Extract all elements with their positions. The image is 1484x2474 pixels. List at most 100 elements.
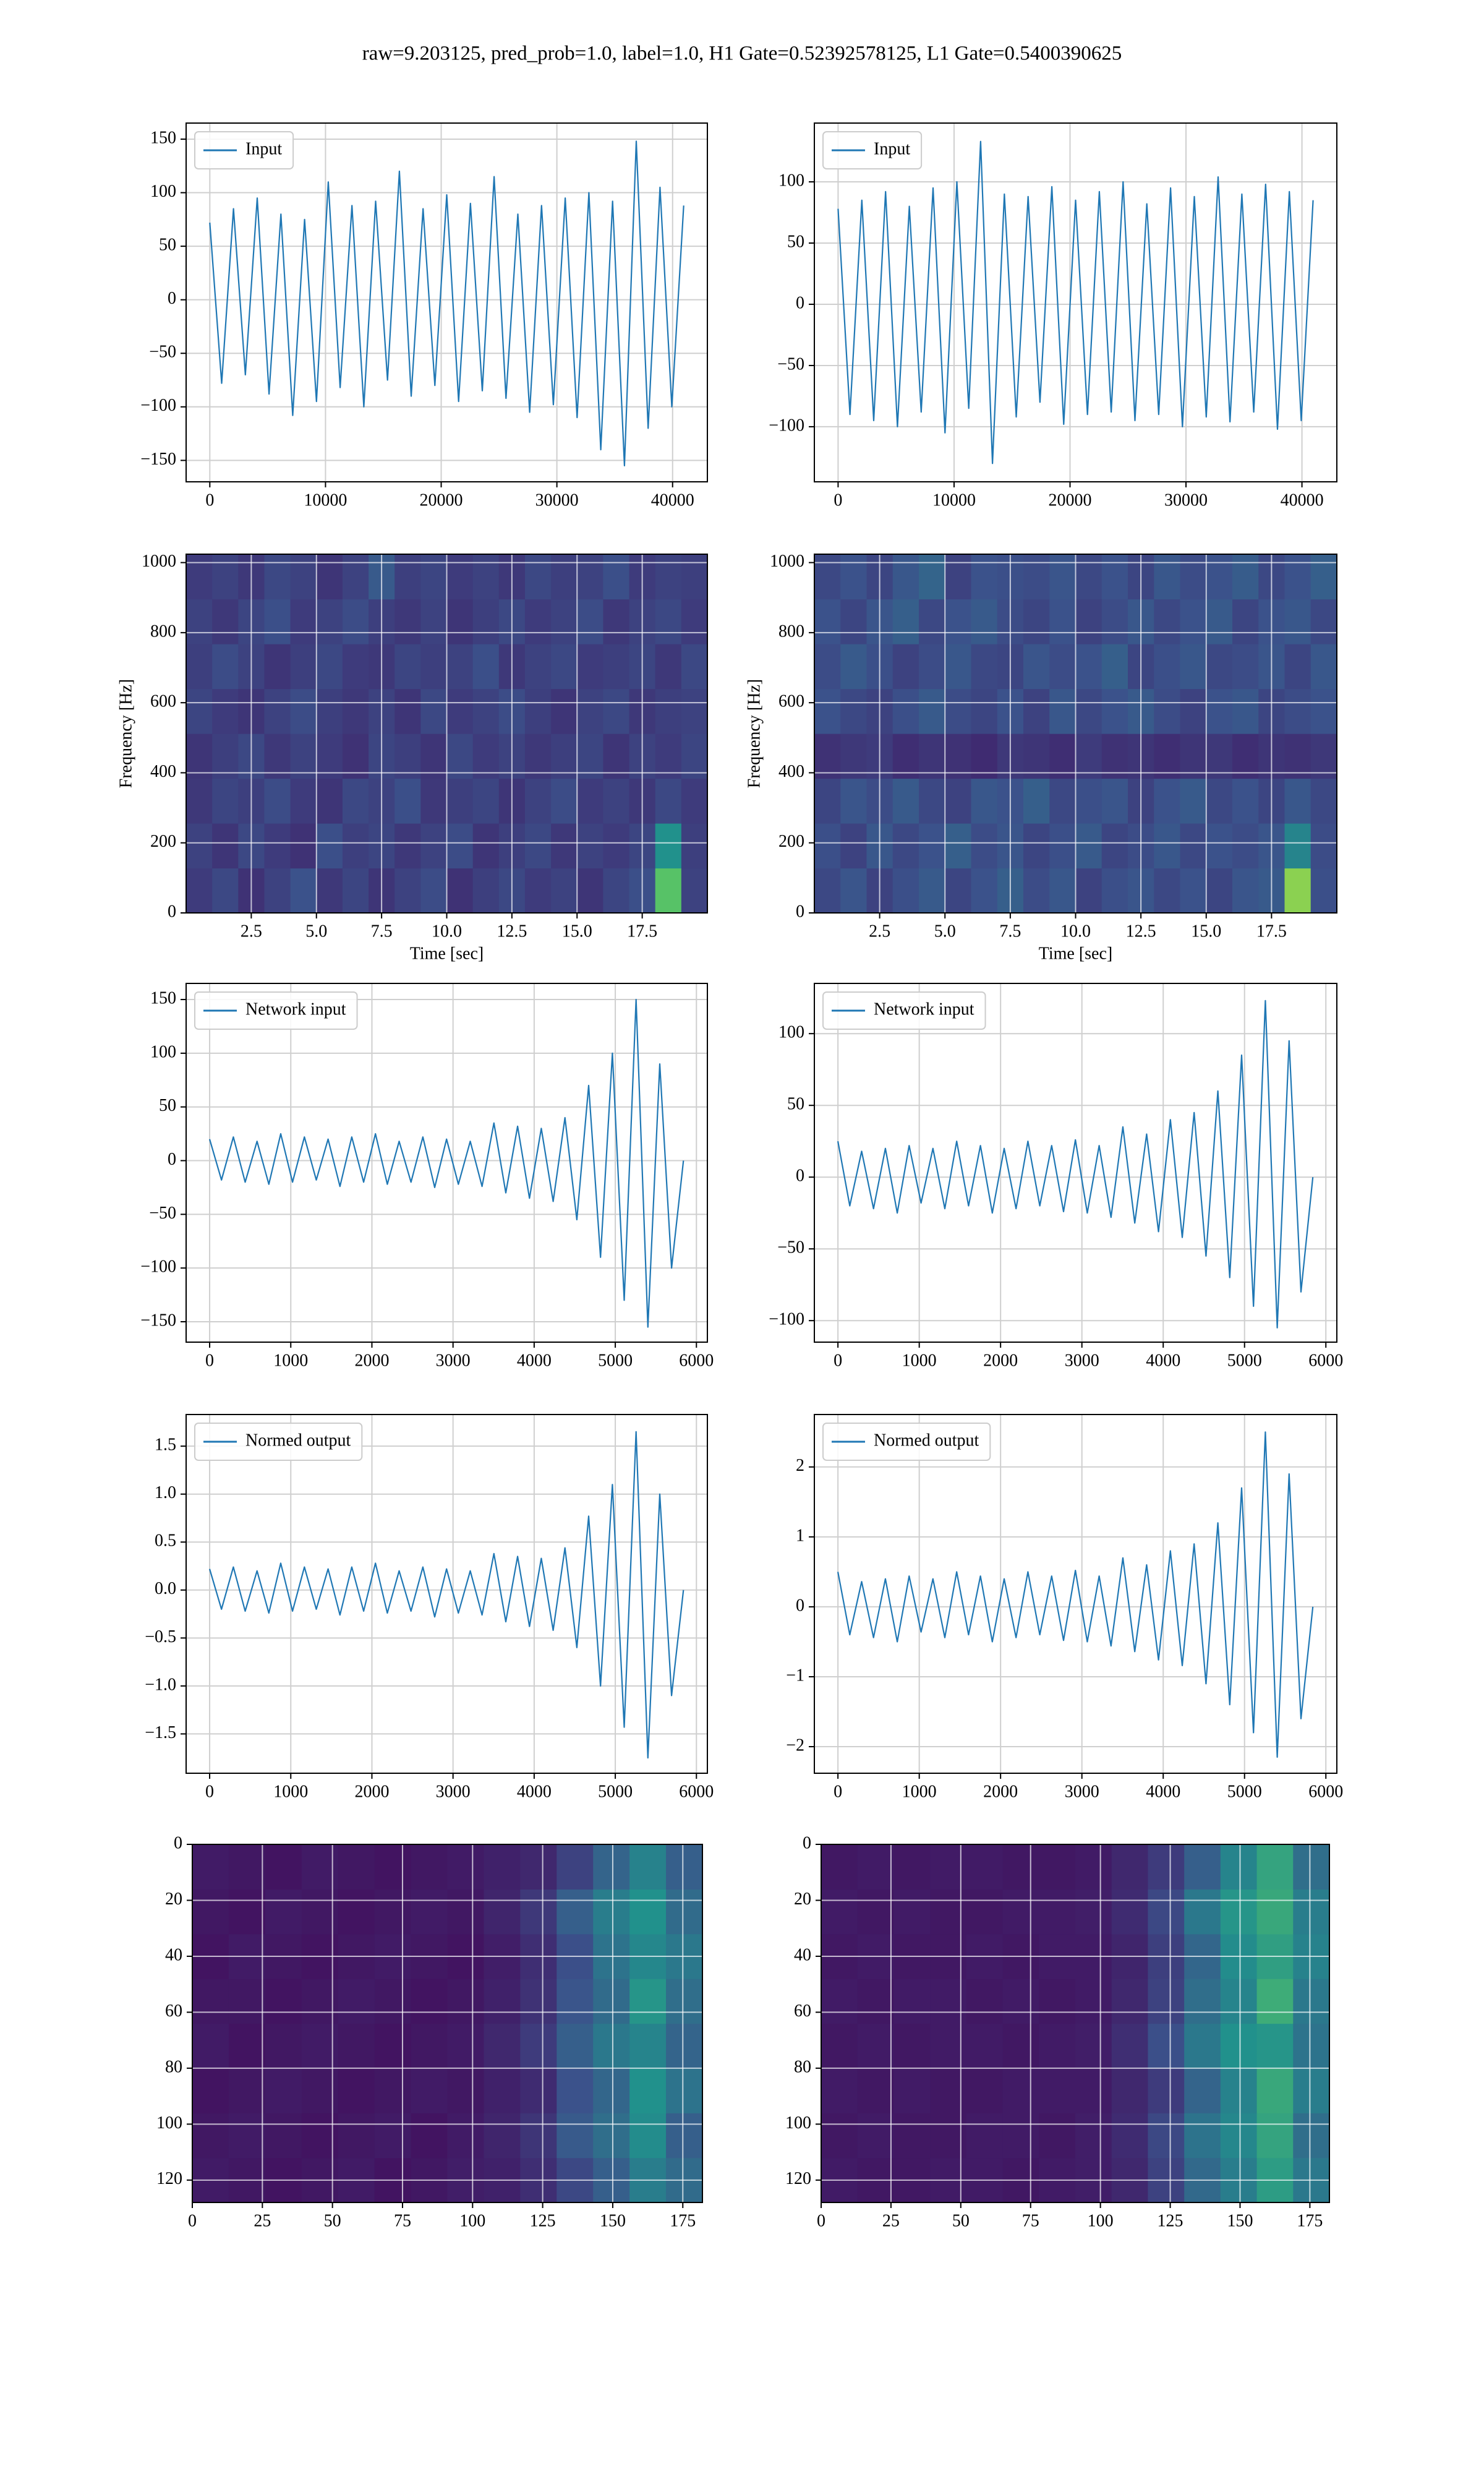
x-tick-label: 0 [188, 2211, 197, 2230]
heatmap-cell [1075, 2023, 1112, 2069]
legend-label: Network input [874, 999, 974, 1019]
x-tick-label: 5000 [598, 1782, 633, 1801]
heatmap-cell [1148, 1979, 1185, 2024]
signal-line [837, 999, 1314, 1329]
heatmap-cell [1310, 599, 1337, 644]
x-tick-label: 6000 [1308, 1351, 1343, 1370]
legend-label: Normed output [245, 1431, 351, 1450]
heatmap-cell [1310, 734, 1337, 779]
heatmap-cell [556, 2068, 594, 2113]
heatmap-cell [1180, 868, 1207, 914]
heatmap-cell [892, 688, 919, 734]
heatmap-cell [1256, 2113, 1294, 2159]
heatmap-cell [1232, 644, 1259, 690]
heatmap-cell [1101, 823, 1128, 869]
heatmap-cell [603, 823, 630, 869]
heatmap-cell [966, 2068, 1004, 2113]
axes-frame [814, 122, 1337, 482]
heatmap-cell [1101, 734, 1128, 779]
heatmap-cell [551, 823, 578, 869]
legend-box [822, 991, 986, 1030]
heatmap-cell [520, 2023, 557, 2069]
x-tick-label: 0 [834, 1782, 842, 1801]
x-tick-label: 40000 [1281, 490, 1324, 510]
heatmap-cell [290, 644, 317, 690]
heatmap-cell [1154, 778, 1181, 824]
y-tick-label: 0 [168, 1150, 176, 1169]
heatmap-cell [551, 778, 578, 824]
heatmap-cell [1111, 1844, 1149, 1890]
heatmap-cell [447, 1979, 485, 2024]
heatmap-cell [192, 2068, 229, 2113]
y-tick-label: 200 [150, 832, 176, 851]
heatmap-cell [893, 1889, 931, 1935]
heatmap-cell [484, 2023, 521, 2069]
axes-frame [186, 983, 708, 1343]
y-tick-label: 40 [165, 1945, 182, 1964]
heatmap-cell [316, 599, 343, 644]
y-tick-label: 0 [168, 902, 176, 921]
y-tick-label: 600 [778, 692, 804, 711]
heatmap-cell [186, 644, 213, 690]
heatmap-cell [655, 778, 682, 824]
x-tick-label: 12.5 [497, 922, 527, 941]
heatmap-cell [1310, 868, 1337, 914]
heatmap-cell [593, 1844, 630, 1890]
heatmap-cell [524, 823, 552, 869]
heatmap-cell [577, 554, 603, 600]
heatmap-cell [1232, 554, 1259, 600]
heatmap-cell [1023, 554, 1050, 600]
y-tick-label: 1.5 [155, 1436, 176, 1455]
heatmap-cell [681, 868, 708, 914]
legend-box [194, 991, 358, 1030]
heatmap-cell [919, 734, 945, 779]
heatmap-cell [472, 688, 500, 734]
heatmap-cell [1180, 734, 1207, 779]
heatmap-cell [212, 823, 239, 869]
heatmap-cell [666, 1844, 703, 1890]
x-tick-label: 2.5 [869, 922, 890, 941]
heatmap-cell [1310, 778, 1337, 824]
heatmap-cell [1075, 868, 1102, 914]
heatmap-cell [1039, 1889, 1076, 1935]
heatmap-cell [447, 2113, 485, 2159]
heatmap-cell [814, 688, 841, 734]
heatmap-cell [1023, 868, 1050, 914]
axes-frame [821, 1844, 1330, 2203]
signal-line [209, 140, 684, 467]
heatmap-cell [593, 1889, 630, 1935]
x-tick-label: 4000 [517, 1782, 552, 1801]
heatmap-cell [603, 734, 630, 779]
heatmap-cell [1293, 1844, 1330, 1890]
signal-line [837, 1431, 1314, 1758]
x-tick-label: 6000 [1308, 1782, 1343, 1801]
heatmap-cell [1075, 644, 1102, 690]
heatmap-cell [892, 868, 919, 914]
x-tick-label: 100 [1088, 2211, 1114, 2230]
heatmap-cell [655, 599, 682, 644]
heatmap-cell [857, 2113, 895, 2159]
heatmap-cell [1206, 734, 1233, 779]
heatmap-cell [265, 2068, 302, 2113]
heatmap-cell [840, 778, 868, 824]
axes-frame [186, 122, 708, 482]
heatmap-cell [420, 599, 448, 644]
y-tick-label: 0 [803, 1833, 811, 1852]
y-tick-label: 50 [787, 1095, 804, 1114]
x-tick-label: 20000 [1048, 490, 1091, 510]
x-tick-label: 20000 [420, 490, 463, 510]
heatmap-cell [1075, 823, 1102, 869]
x-tick-label: 5.0 [934, 922, 956, 941]
x-tick-label: 1000 [273, 1782, 308, 1801]
x-tick-label: 2000 [983, 1351, 1018, 1370]
x-tick-label: 125 [530, 2211, 556, 2230]
heatmap-cell [394, 868, 421, 914]
heatmap-cell [1232, 599, 1259, 644]
heatmap-cell [212, 554, 239, 600]
heatmap-cell [186, 734, 213, 779]
heatmap-cell [593, 2068, 630, 2113]
heatmap-cell [228, 1844, 266, 1890]
y-tick-label: 2 [796, 1456, 804, 1475]
y-tick-label: −0.5 [145, 1627, 176, 1646]
x-tick-label: 0 [817, 2211, 825, 2230]
